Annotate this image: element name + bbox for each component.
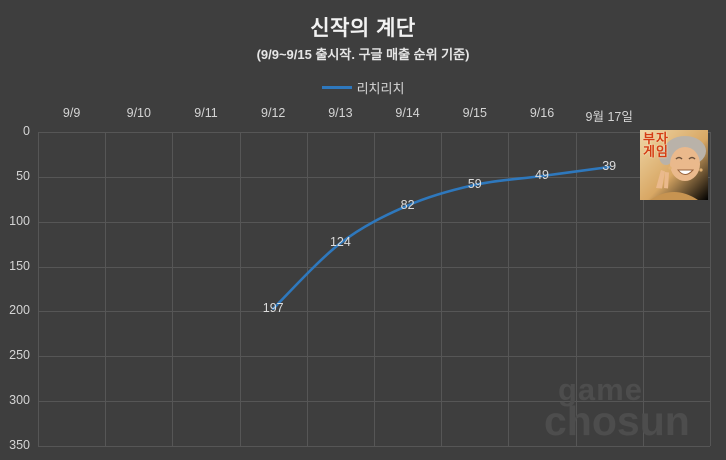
y-axis-label: 200 — [9, 303, 30, 317]
legend: 리치리치 — [0, 78, 726, 96]
x-axis-label: 9/9 — [62, 106, 81, 120]
x-axis-label: 9/14 — [395, 106, 420, 120]
x-axis-label: 9/11 — [194, 106, 218, 120]
game-thumbnail-image — [640, 130, 708, 200]
gamechosun-watermark: game chosun — [544, 374, 726, 442]
y-axis-label: 250 — [9, 348, 30, 362]
y-axis-label: 0 — [23, 124, 30, 138]
chart-subtitle: (9/9~9/15 출시작. 구글 매출 순위 기준) — [256, 47, 470, 62]
data-label: 82 — [400, 197, 415, 212]
chart-title: 신작의 계단 — [310, 17, 416, 40]
data-label: 59 — [467, 176, 482, 191]
y-axis-label: 50 — [16, 169, 30, 183]
data-label: 124 — [329, 235, 351, 250]
watermark-line1: game — [558, 372, 643, 407]
y-axis-label: 150 — [9, 259, 30, 273]
data-label: 39 — [602, 158, 617, 173]
x-axis-label: 9/13 — [328, 106, 353, 120]
x-axis-label: 9/10 — [126, 106, 151, 120]
x-axis-label: 9/12 — [261, 106, 286, 120]
x-axis-label: 9월 17일 — [585, 110, 633, 124]
x-axis-label: 9/16 — [529, 106, 555, 120]
legend-line-swatch — [321, 85, 352, 89]
game-thumbnail-title: 부자 게임 — [643, 131, 669, 159]
game-thumbnail: 부자 게임 — [640, 130, 708, 200]
series-line — [271, 165, 611, 310]
y-axis-label: 350 — [9, 438, 30, 452]
y-axis-label: 300 — [9, 393, 30, 407]
x-axis-label: 9/15 — [462, 106, 487, 120]
data-label: 197 — [262, 300, 284, 315]
watermark-line2: chosun — [544, 398, 690, 444]
legend-label: 리치리치 — [356, 80, 405, 96]
data-label: 49 — [535, 167, 549, 182]
y-axis-label: 100 — [9, 214, 30, 228]
